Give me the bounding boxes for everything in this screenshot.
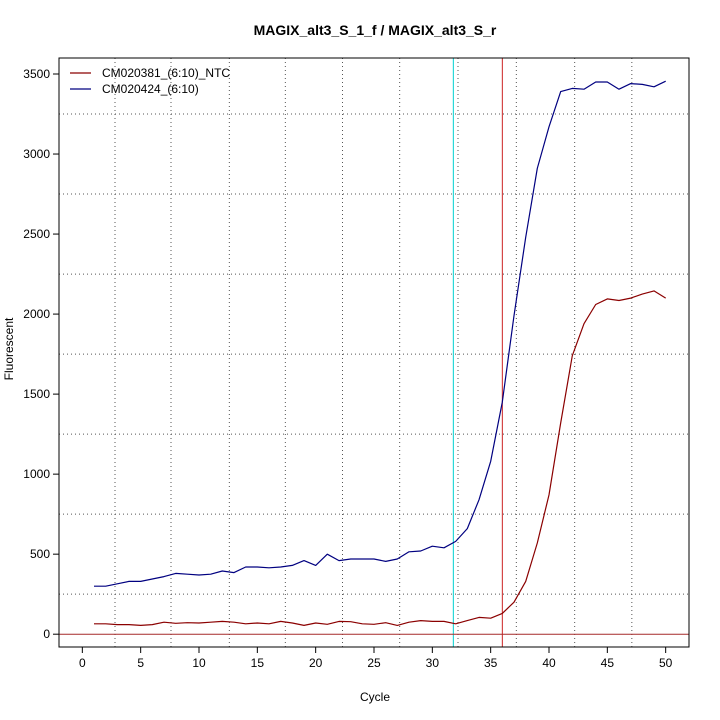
y-tick-label-2: 1000 — [23, 467, 50, 481]
x-tick-label-5: 25 — [367, 656, 381, 670]
y-tick-label-3: 1500 — [23, 387, 50, 401]
x-tick-label-2: 10 — [192, 656, 206, 670]
legend-label-1: CM020424_(6:10) — [102, 82, 199, 96]
y-tick-label-6: 3000 — [23, 147, 50, 161]
x-tick-label-9: 45 — [601, 656, 615, 670]
y-tick-label-1: 500 — [30, 547, 50, 561]
y-tick-label-7: 3500 — [23, 67, 50, 81]
y-axis-label: Fluorescent — [2, 317, 16, 380]
y-tick-label-5: 2500 — [23, 227, 50, 241]
y-tick-label-4: 2000 — [23, 307, 50, 321]
series-line-1 — [94, 80, 666, 587]
x-tick-label-0: 0 — [79, 656, 86, 670]
x-axis-label: Cycle — [360, 690, 390, 704]
y-axis: 0 500 1000 1500 2000 2500 3000 3500 — [23, 67, 60, 641]
grid-lines — [59, 58, 689, 647]
x-tick-label-4: 20 — [309, 656, 323, 670]
series-line-0 — [94, 290, 667, 627]
chart-title: MAGIX_alt3_S_1_f / MAGIX_alt3_S_r — [254, 22, 497, 38]
x-tick-label-7: 35 — [484, 656, 498, 670]
x-tick-label-6: 30 — [426, 656, 440, 670]
legend-label-0: CM020381_(6:10)_NTC — [102, 66, 230, 80]
x-tick-label-1: 5 — [137, 656, 144, 670]
series-lines — [94, 80, 667, 627]
x-tick-label-3: 15 — [251, 656, 265, 670]
y-tick-label-0: 0 — [43, 627, 50, 641]
x-tick-label-8: 40 — [542, 656, 556, 670]
legend: CM020381_(6:10)_NTC CM020424_(6:10) — [70, 66, 230, 96]
x-tick-label-10: 50 — [659, 656, 673, 670]
x-axis: 0 5 10 15 20 25 30 35 40 45 50 — [79, 646, 673, 670]
reference-lines — [59, 58, 689, 647]
